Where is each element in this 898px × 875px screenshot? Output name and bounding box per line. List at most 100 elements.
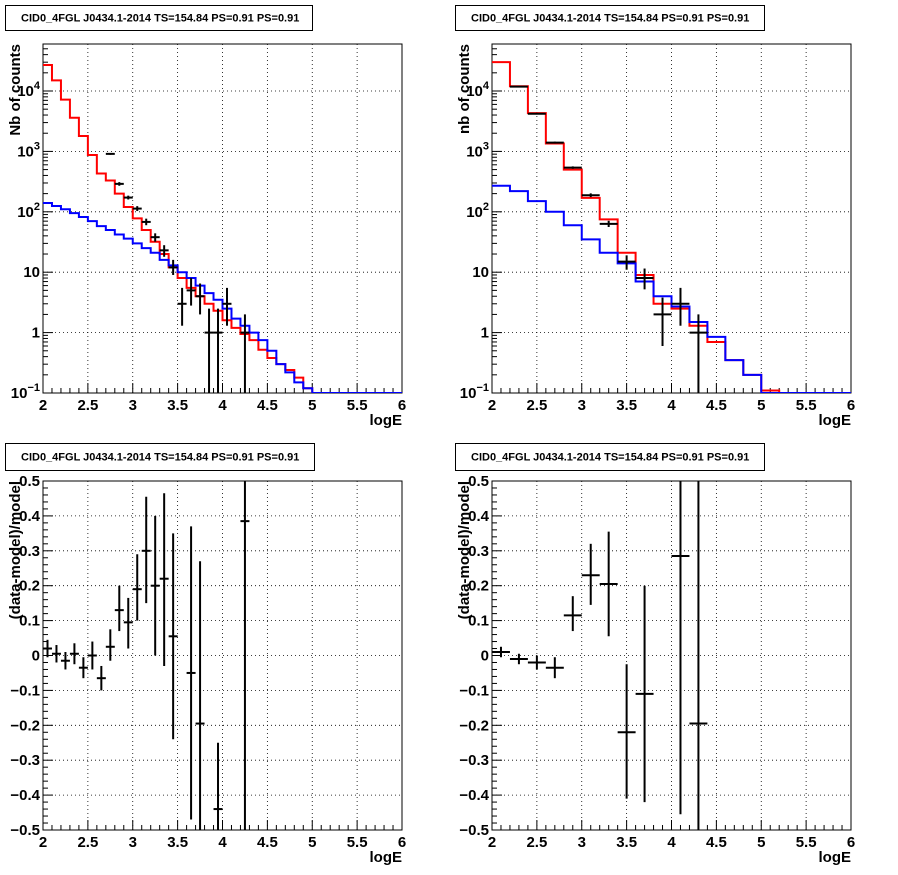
x-axis-label: logE [370, 849, 403, 866]
x-tick-label: 2 [488, 834, 496, 851]
x-tick-label: 6 [847, 397, 855, 414]
data-point [527, 112, 546, 115]
data-point [509, 653, 528, 665]
x-tick-label: 2.5 [77, 397, 98, 414]
data-point [159, 493, 169, 666]
x-tick-label: 5.5 [347, 834, 368, 851]
y-tick-label: 103 [17, 140, 40, 160]
data-point [195, 283, 205, 315]
y-tick-label: 0.1 [19, 613, 40, 630]
data-point [78, 657, 88, 679]
y-tick-label: −0.2 [10, 717, 40, 734]
y-tick-label: −0.1 [10, 682, 40, 699]
x-tick-label: 6 [398, 834, 406, 851]
title-box [455, 443, 765, 471]
data-point [87, 641, 97, 670]
data-point [123, 597, 133, 649]
x-tick-label: 4 [667, 834, 676, 851]
x-tick-label: 2.5 [526, 834, 547, 851]
y-tick-label: 102 [17, 201, 40, 221]
x-tick-label: 4 [218, 834, 227, 851]
chart-title: CID0_4FGL J0434.1-2014 TS=154.84 PS=0.91… [471, 13, 749, 25]
y-tick-label: 10 [23, 264, 40, 281]
data-point [599, 531, 618, 637]
data-point [96, 665, 106, 691]
series-blue-histogram [43, 201, 402, 393]
y-tick-label: −0.3 [459, 752, 489, 769]
title-box [455, 5, 765, 31]
data-point [671, 481, 690, 815]
data-point [168, 259, 178, 275]
panel-bottom-left: CID0_4FGL J0434.1-2014 TS=154.84 PS=0.91… [5, 443, 406, 866]
data-point [150, 515, 160, 656]
x-tick-label: 4 [667, 397, 676, 414]
plot-area [43, 481, 250, 830]
y-tick-label: 10 [472, 264, 489, 281]
y-tick-label: 0 [32, 648, 40, 665]
y-tick-label: 0.3 [468, 543, 489, 560]
y-tick-label: 10−1 [11, 382, 40, 402]
data-point [617, 255, 636, 270]
data-point [653, 297, 672, 346]
data-point [581, 193, 600, 198]
data-point [545, 141, 564, 144]
plot-area [492, 61, 851, 393]
y-tick-label: 1 [481, 325, 489, 342]
y-axis-label: (data-model)/model [456, 481, 473, 619]
x-tick-label: 5 [757, 397, 765, 414]
x-tick-label: 2 [39, 834, 47, 851]
y-tick-label: 0.1 [468, 613, 489, 630]
y-tick-label: 0.4 [19, 508, 41, 525]
y-tick-label: −0.5 [10, 822, 40, 839]
y-tick-label: 0.2 [19, 578, 40, 595]
data-point [240, 314, 250, 393]
x-tick-label: 5.5 [347, 397, 368, 414]
data-point [132, 554, 142, 621]
data-point [168, 533, 178, 740]
y-axis-label: (data-model)/model [7, 481, 24, 619]
data-point [114, 182, 124, 186]
data-point [159, 245, 169, 257]
data-point [43, 639, 52, 658]
panel-bottom-right: CID0_4FGL J0434.1-2014 TS=154.84 PS=0.91… [455, 443, 855, 866]
y-tick-label: 1 [32, 325, 40, 342]
data-point [617, 664, 636, 799]
y-tick-label: −0.5 [459, 822, 489, 839]
plot-area [43, 63, 402, 393]
x-tick-label: 5.5 [796, 397, 817, 414]
series-red-histogram [492, 61, 851, 393]
panel-top-right: CID0_4FGL J0434.1-2014 TS=154.84 PS=0.91… [455, 5, 855, 429]
data-point [105, 629, 115, 661]
panel-top-left: CID0_4FGL J0434.1-2014 TS=154.84 PS=0.91… [5, 5, 406, 429]
x-axis-label: logE [819, 849, 852, 866]
y-tick-label: −0.4 [459, 787, 489, 804]
plot-area [492, 481, 708, 830]
y-tick-label: 0.3 [19, 543, 40, 560]
x-axis-label: logE [370, 412, 403, 429]
data-point [240, 481, 250, 830]
title-box [5, 443, 315, 471]
chart-title: CID0_4FGL J0434.1-2014 TS=154.84 PS=0.91… [21, 452, 299, 464]
data-point [581, 543, 600, 605]
data-point [141, 218, 151, 226]
data-point [492, 646, 510, 658]
y-tick-label: 0.5 [19, 473, 40, 490]
data-point [635, 268, 654, 290]
data-point [60, 652, 70, 670]
x-tick-label: 3.5 [616, 397, 637, 414]
y-tick-label: −0.4 [10, 787, 40, 804]
x-tick-label: 3 [578, 834, 586, 851]
data-point [186, 526, 196, 820]
x-tick-label: 5 [757, 834, 765, 851]
y-tick-label: 104 [17, 80, 41, 100]
data-point [69, 643, 79, 665]
x-tick-label: 4.5 [257, 397, 278, 414]
x-tick-label: 6 [398, 397, 406, 414]
series-blue-histogram [492, 184, 851, 393]
y-axis-label: nb of counts [456, 44, 473, 134]
y-tick-label: −0.2 [459, 717, 489, 734]
y-tick-label: 104 [466, 80, 490, 100]
x-tick-label: 4.5 [706, 397, 727, 414]
x-tick-label: 2 [488, 397, 496, 414]
x-tick-label: 2.5 [526, 397, 547, 414]
